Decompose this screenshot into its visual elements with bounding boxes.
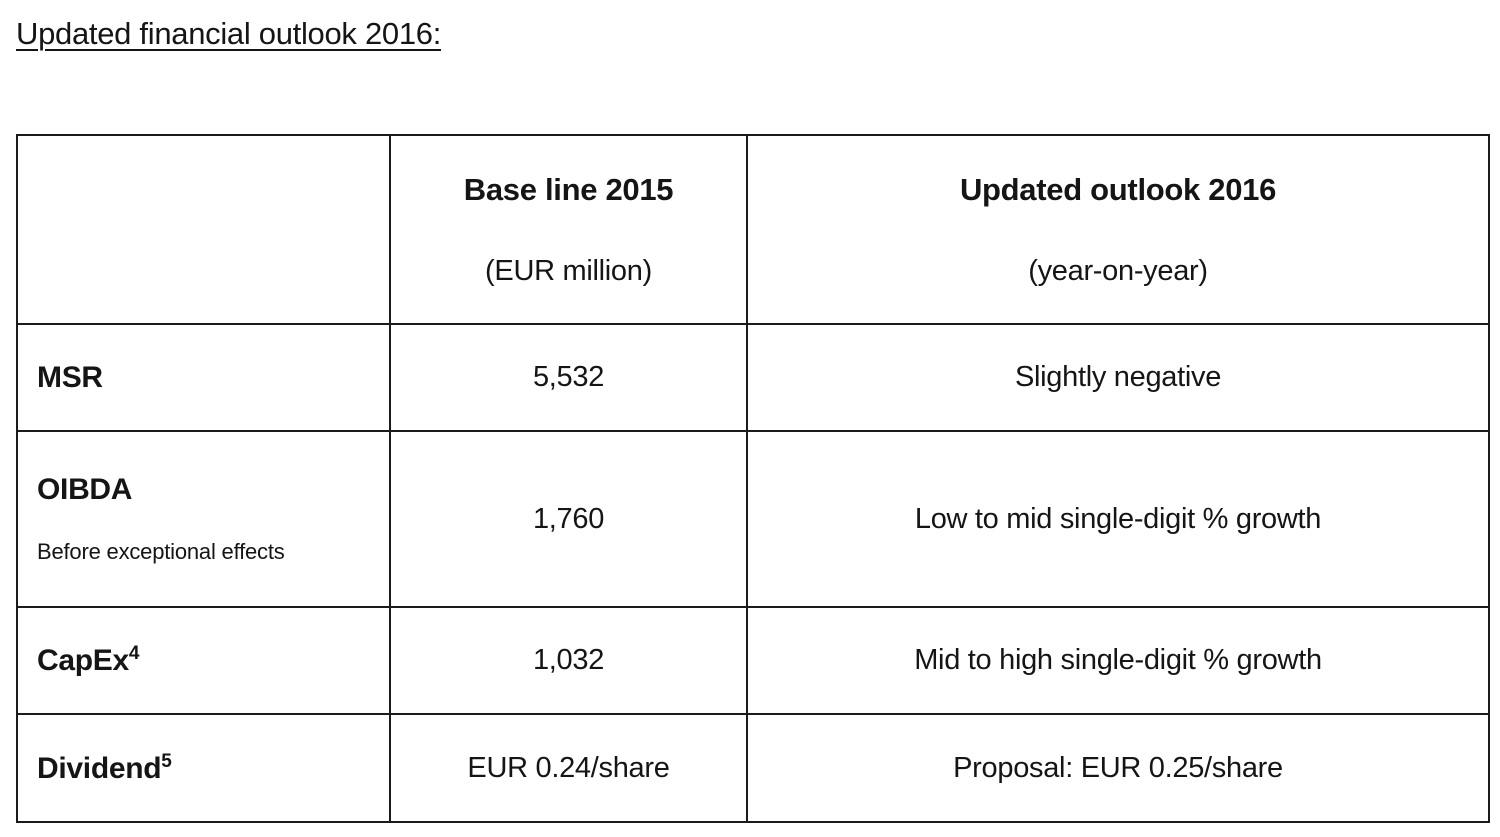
table-row-msr: MSR 5,532 Slightly negative — [16, 323, 1490, 432]
header-cell-baseline: Base line 2015 (EUR million) — [389, 134, 748, 325]
table-row-dividend: Dividend5 EUR 0.24/share Proposal: EUR 0… — [16, 713, 1490, 823]
table-row-oibda: OIBDA Before exceptional effects 1,760 L… — [16, 430, 1490, 608]
baseline-value-cell: 1,760 — [389, 430, 748, 608]
row-label-superscript: 5 — [161, 750, 172, 772]
baseline-value-cell: EUR 0.24/share — [389, 713, 748, 823]
header-cell-outlook: Updated outlook 2016 (year-on-year) — [746, 134, 1490, 325]
row-label-cell: OIBDA Before exceptional effects — [16, 430, 391, 608]
outlook-value-cell: Proposal: EUR 0.25/share — [746, 713, 1490, 823]
row-label: OIBDA — [37, 473, 133, 506]
outlook-value-cell: Low to mid single-digit % growth — [746, 430, 1490, 608]
header-cell-empty — [16, 134, 391, 325]
table-header-row: Base line 2015 (EUR million) Updated out… — [16, 134, 1490, 325]
row-label-cell: CapEx4 — [16, 606, 391, 715]
row-label-cell: Dividend5 — [16, 713, 391, 823]
outlook-value-cell: Slightly negative — [746, 323, 1490, 432]
outlook-value-cell: Mid to high single-digit % growth — [746, 606, 1490, 715]
row-label: CapEx4 — [37, 643, 140, 677]
row-label: MSR — [37, 361, 103, 394]
column-header-outlook-title: Updated outlook 2016 — [959, 171, 1277, 207]
page-title: Updated financial outlook 2016: — [16, 16, 442, 51]
baseline-value-cell: 1,032 — [389, 606, 748, 715]
table-row-capex: CapEx4 1,032 Mid to high single-digit % … — [16, 606, 1490, 715]
row-label-superscript: 4 — [128, 643, 140, 664]
column-header-outlook-subtitle: (year-on-year) — [1028, 254, 1208, 287]
row-label: Dividend5 — [37, 750, 172, 785]
row-sublabel: Before exceptional effects — [37, 539, 285, 564]
row-label-cell: MSR — [16, 323, 391, 432]
financial-outlook-table: Base line 2015 (EUR million) Updated out… — [16, 134, 1490, 823]
baseline-value-cell: 5,532 — [389, 323, 748, 432]
column-header-baseline-title: Base line 2015 — [463, 171, 674, 207]
column-header-baseline-subtitle: (EUR million) — [485, 254, 652, 287]
